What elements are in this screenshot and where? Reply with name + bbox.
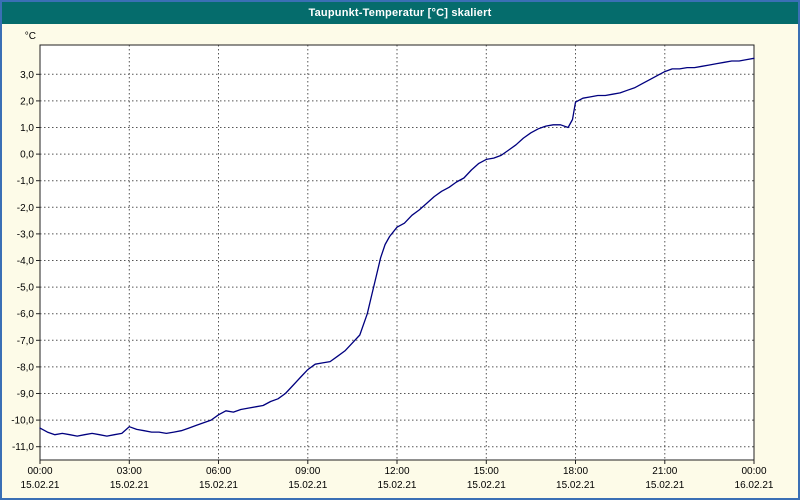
chart-area: 3,0 2,0 1,0 0,0 -1,0 -2,0 -3,0 -4,0 -5,0 -6,0 -7,0… [2, 24, 798, 498]
x-tick-date-label: 15.02.21 [556, 480, 595, 491]
y-tick-label: -10,0 [11, 416, 34, 427]
x-tick-time-label: 06:00 [206, 466, 231, 477]
x-tick-time-label: 21:00 [652, 466, 677, 477]
series-line [39, 57, 755, 437]
chart-title: Taupunkt-Temperatur [°C] skaliert [308, 7, 492, 19]
y-tick-label: -3,0 [17, 229, 35, 240]
y-tick-label: -11,0 [12, 442, 34, 453]
y-tick-label: -8,0 [17, 362, 35, 373]
x-tick-date-label: 15.02.21 [199, 480, 238, 491]
y-tick-label: -1,0 [17, 176, 35, 187]
x-tick-time-label: 09:00 [295, 466, 320, 477]
x-tick-date-label: 15.02.21 [21, 480, 60, 491]
y-tick-label: -4,0 [17, 256, 35, 267]
x-tick-date-label: 15.02.21 [110, 480, 149, 491]
x-tick-time-label: 00:00 [27, 466, 52, 477]
y-tick-label: 1,0 [20, 123, 34, 134]
x-tick-date-label: 15.02.21 [467, 480, 506, 491]
x-tick-date-label: 16.02.21 [735, 480, 774, 491]
y-tick-label: -6,0 [17, 309, 35, 320]
x-tick-time-label: 18:00 [563, 466, 588, 477]
y-axis-unit-label: °C [25, 31, 36, 42]
x-tick-time-label: 15:00 [474, 466, 499, 477]
y-tick-label: -7,0 [17, 336, 35, 347]
x-tick-date-label: 15.02.21 [288, 480, 327, 491]
y-tick-label: 2,0 [20, 96, 34, 107]
x-tick-time-label: 12:00 [384, 466, 409, 477]
y-tick-label: 0,0 [20, 150, 34, 161]
x-tick-date-label: 15.02.21 [378, 480, 417, 491]
title-bar: Taupunkt-Temperatur [°C] skaliert [2, 2, 798, 24]
plot-border [39, 44, 755, 461]
chart-svg: 3,0 2,0 1,0 0,0 -1,0 -2,0 -3,0 -4,0 -5,0 -6,0 -7,0… [11, 31, 774, 491]
y-tick-label: -5,0 [17, 283, 35, 294]
x-tick-time-label: 00:00 [741, 466, 766, 477]
x-tick-time-label: 03:00 [117, 466, 142, 477]
y-tick-label: -2,0 [17, 203, 35, 214]
y-tick-label: 3,0 [20, 70, 34, 81]
y-tick-label: -9,0 [17, 389, 35, 400]
x-tick-date-label: 15.02.21 [645, 480, 684, 491]
